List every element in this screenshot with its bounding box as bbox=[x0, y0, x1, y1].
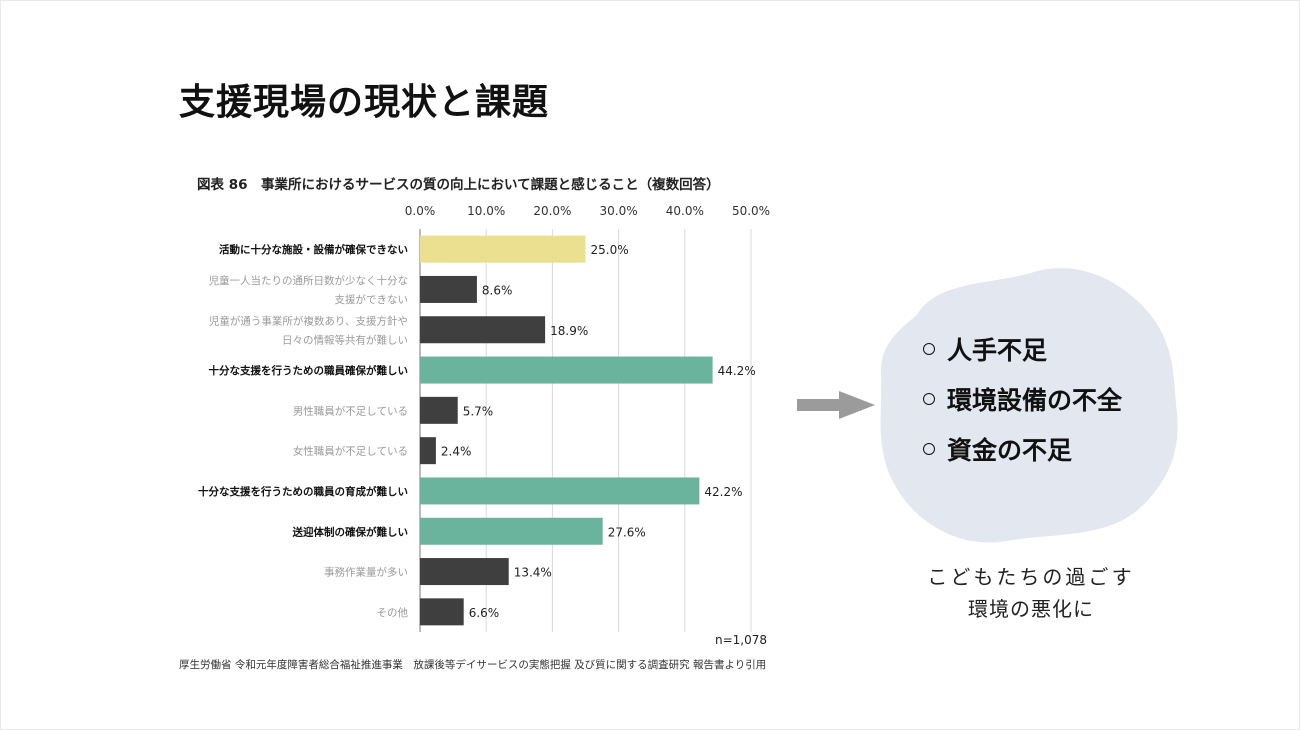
category-label: 事務作業量が多い bbox=[324, 566, 408, 579]
bar bbox=[420, 316, 546, 344]
sample-size-label: n=1,078 bbox=[715, 633, 767, 647]
value-label: 5.7% bbox=[463, 404, 494, 418]
value-label: 18.9% bbox=[550, 324, 588, 338]
x-tick-label: 50.0% bbox=[732, 204, 770, 218]
bar bbox=[420, 598, 464, 626]
issue-item: 環境設備の不全 bbox=[923, 381, 1122, 431]
value-label: 42.2% bbox=[704, 485, 742, 499]
x-tick-label: 10.0% bbox=[467, 204, 505, 218]
value-label: 13.4% bbox=[514, 566, 552, 580]
value-label: 25.0% bbox=[591, 243, 629, 257]
bar bbox=[420, 396, 458, 424]
category-label: 児童が通う事業所が複数あり、支援方針や bbox=[209, 314, 408, 327]
x-tick-label: 30.0% bbox=[600, 204, 638, 218]
category-label: 十分な支援を行うための職員確保が難しい bbox=[209, 364, 409, 377]
category-label: 女性職員が不足している bbox=[293, 445, 408, 458]
bar bbox=[420, 558, 509, 586]
issue-label: 人手不足 bbox=[947, 336, 1048, 365]
x-tick-label: 20.0% bbox=[533, 204, 571, 218]
issue-label: 環境設備の不全 bbox=[947, 386, 1123, 415]
x-tick-label: 40.0% bbox=[666, 204, 704, 218]
issue-item: 人手不足 bbox=[923, 331, 1122, 381]
callout-blob bbox=[880, 268, 1178, 543]
category-label: 送迎体制の確保が難しい bbox=[292, 525, 409, 538]
source-footnote: 厚生労働省 令和元年度障害者総合福祉推進事業 放課後等デイサービスの実態把握 及… bbox=[179, 659, 767, 671]
category-label: 活動に十分な施設・設備が確保できない bbox=[219, 243, 408, 256]
issue-label: 資金の不足 bbox=[947, 436, 1073, 465]
bullet-icon bbox=[923, 443, 935, 455]
bar bbox=[420, 356, 713, 384]
issue-item: 資金の不足 bbox=[923, 431, 1122, 481]
category-label: 十分な支援を行うための職員の育成が難しい bbox=[198, 485, 408, 498]
value-label: 27.6% bbox=[608, 525, 646, 539]
bar bbox=[420, 437, 436, 465]
callout-caption-line2: 環境の悪化に bbox=[968, 597, 1094, 621]
bar bbox=[420, 275, 477, 303]
bullet-icon bbox=[923, 393, 935, 405]
callout-caption-line1: こどもたちの過ごす bbox=[927, 565, 1135, 589]
bar bbox=[420, 477, 700, 505]
bar-chart: 0.0% 10.0% 20.0% 30.0% 40.0% 50.0% 25.0% 活動に十分な… bbox=[198, 204, 770, 647]
slide-title: 支援現場の現状と課題 bbox=[179, 82, 550, 123]
chart-title: 図表 86 事業所におけるサービスの質の向上において課題と感じること（複数回答） bbox=[197, 177, 720, 193]
value-label: 44.2% bbox=[718, 364, 756, 378]
right-arrow-icon bbox=[797, 391, 875, 419]
value-label: 2.4% bbox=[441, 445, 472, 459]
value-label: 6.6% bbox=[469, 606, 500, 620]
bar bbox=[420, 235, 586, 263]
bullet-icon bbox=[923, 343, 935, 355]
category-label: 児童一人当たりの通所日数が少なく十分な bbox=[209, 274, 409, 287]
x-tick-label: 0.0% bbox=[405, 204, 436, 218]
value-label: 8.6% bbox=[482, 283, 513, 297]
category-label: 日々の情報等共有が難しい bbox=[282, 333, 408, 346]
bar bbox=[420, 517, 603, 545]
category-label: 男性職員が不足している bbox=[293, 404, 408, 417]
category-label: 支援ができない bbox=[335, 293, 409, 306]
category-label: その他 bbox=[377, 606, 409, 619]
issue-list: 人手不足 環境設備の不全 資金の不足 bbox=[923, 331, 1122, 481]
